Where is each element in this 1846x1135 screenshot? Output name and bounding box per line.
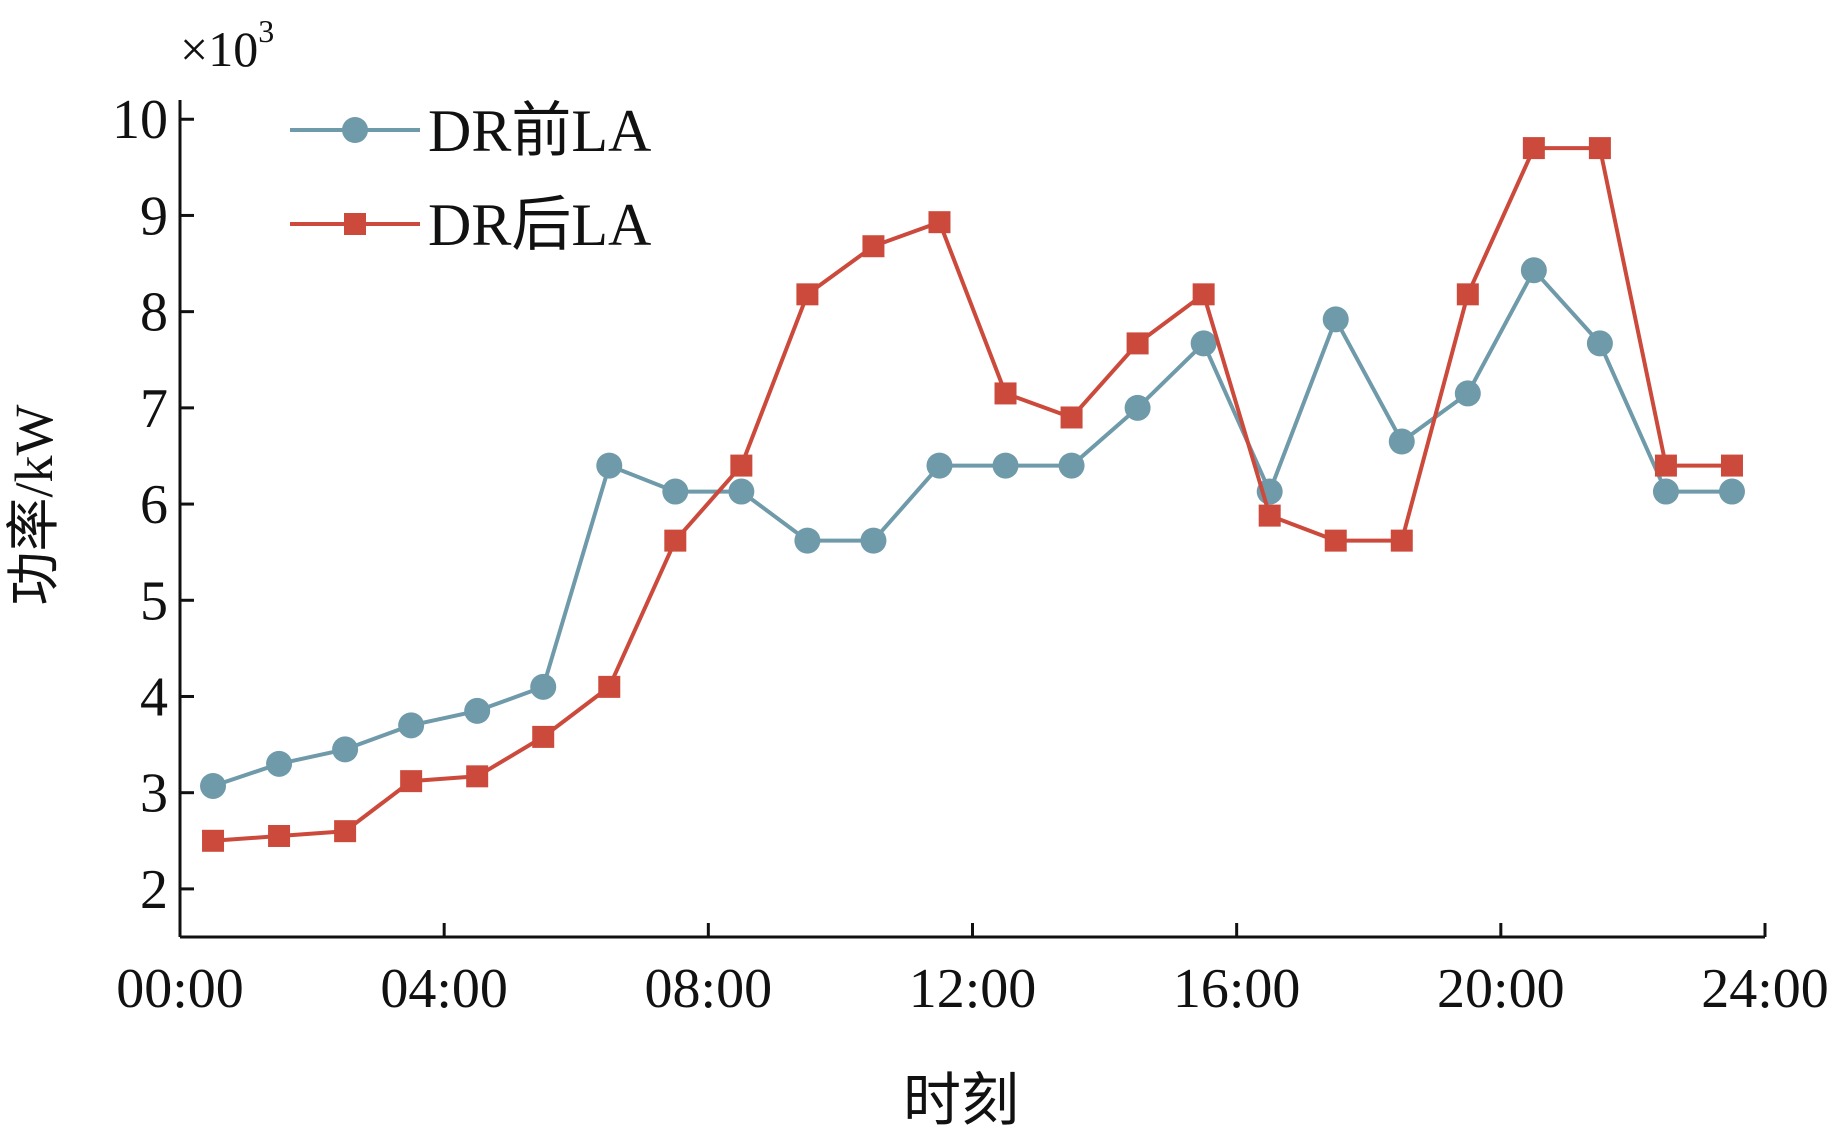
data-point [202,829,225,852]
data-point [1654,454,1677,477]
y-tick-label: 7 [140,378,168,440]
data-point [728,478,755,505]
data-point [334,820,357,843]
legend-marker [342,117,368,143]
x-tick-label: 00:00 [116,958,244,1020]
data-point [926,452,953,479]
x-tick-label: 04:00 [380,958,508,1020]
data-point [862,235,885,258]
data-point [200,772,227,799]
series-line [212,146,1732,843]
legend-entry: DR前LA [290,98,651,164]
data-point [596,452,623,479]
data-point [992,452,1019,479]
data-point [1060,406,1083,429]
data-point [1390,529,1413,552]
data-point [530,673,557,700]
data-point [1456,283,1479,306]
data-point [398,712,425,739]
data-point [664,529,687,552]
x-tick-label: 12:00 [909,958,1037,1020]
data-point [400,770,423,793]
data-point [730,454,753,477]
data-point [1652,478,1679,505]
data-point [1058,452,1085,479]
axes: 2 3 4 5 6 7 8 9 10 00:00 04:00 08:00 12:00 16:00 20:00… [112,89,1829,1020]
y-tick-label: 6 [140,474,168,536]
data-point [1454,380,1481,407]
data-point [794,527,821,554]
y-axis-multiplier-exponent: 3 [258,13,274,49]
x-tick-label: 16:00 [1173,958,1301,1020]
data-point [1324,529,1347,552]
data-point [532,725,555,748]
y-tick-label: 10 [112,89,168,151]
x-tick-label: 24:00 [1701,958,1829,1020]
data-point [598,675,621,698]
data-point [1322,306,1349,333]
data-point [662,478,689,505]
y-tick-label: 8 [140,282,168,344]
y-tick-label: 4 [140,666,168,728]
data-point [1522,137,1545,160]
y-tick-label: 9 [140,185,168,247]
data-point [1720,454,1743,477]
series-layer [200,137,1745,852]
data-point [1388,428,1415,455]
data-point [268,824,291,847]
x-tick-label: 20:00 [1437,958,1565,1020]
data-point [1586,330,1613,357]
y-axis-title: 功率/kW [4,404,64,605]
legend-entry: DR后LA [290,192,651,258]
data-point [928,211,951,234]
data-point [1588,137,1611,160]
data-point [332,736,359,763]
y-tick-label: 3 [140,763,168,825]
data-point [266,750,293,777]
data-point [1192,283,1215,306]
y-tick-label: 5 [140,570,168,632]
series [200,257,1745,799]
legend: DR前LA DR后LA [290,98,651,258]
data-point [994,382,1017,405]
data-point [464,697,491,724]
legend-label: DR前LA [428,98,651,164]
data-point [466,765,489,788]
series-line [212,268,1732,788]
legend-marker [344,213,366,235]
data-point [1258,504,1281,527]
legend-label: DR后LA [428,192,651,258]
data-point [1718,478,1745,505]
y-axis-multiplier: ×103 [180,13,274,77]
y-axis-multiplier-base: ×10 [180,21,258,77]
data-point [1190,330,1217,357]
x-tick-label: 08:00 [645,958,773,1020]
data-point [1520,257,1547,284]
data-point [1126,332,1149,355]
data-point [860,527,887,554]
y-tick-label: 2 [140,859,168,921]
data-point [796,283,819,306]
series [202,137,1743,852]
x-axis-title: 时刻 [903,1068,1019,1133]
data-point [1124,394,1151,421]
